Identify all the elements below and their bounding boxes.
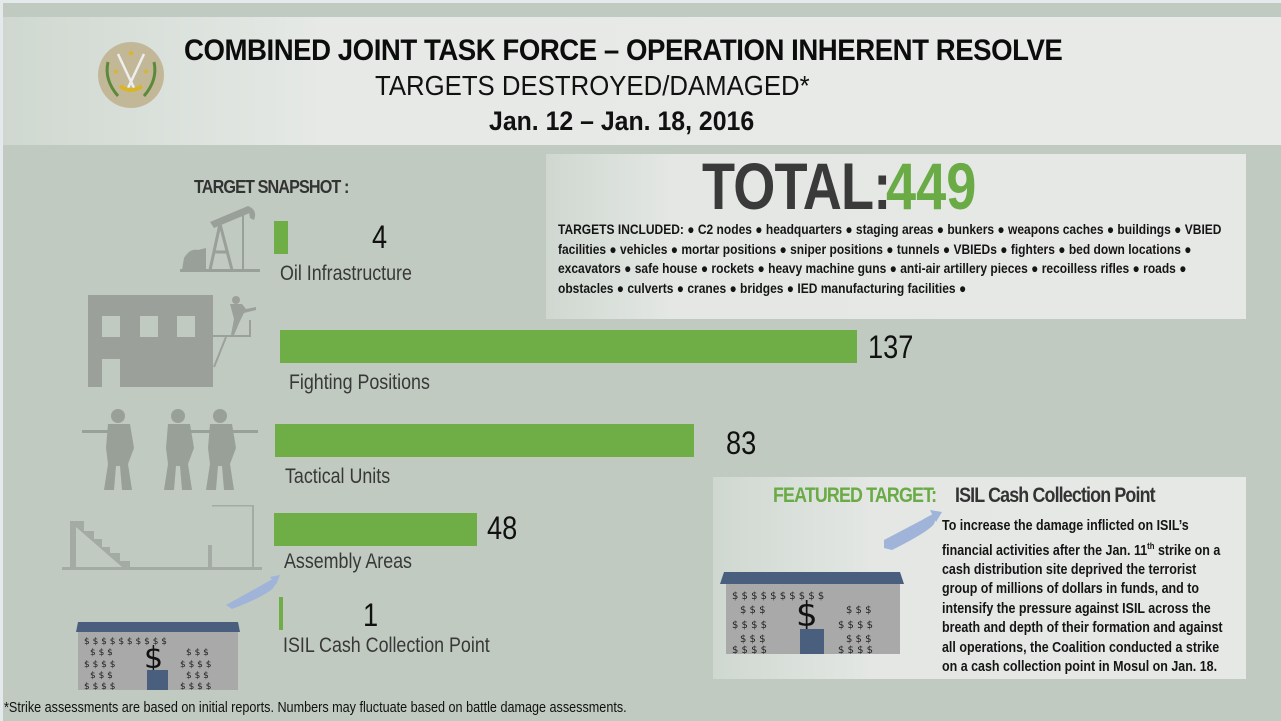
total-panel (546, 154, 1246, 319)
label-oil-infrastructure: Oil Infrastructure (280, 262, 412, 285)
page-title: COMBINED JOINT TASK FORCE – OPERATION IN… (184, 34, 1063, 67)
bar-cash-collection-point (279, 597, 283, 630)
label-cash-collection-point: ISIL Cash Collection Point (283, 634, 490, 657)
svg-text:$ $ $: $ $ $ (740, 605, 765, 616)
featured-text-part2: strike on a cash distribution site depri… (942, 542, 1223, 676)
featured-prefix: FEATURED TARGET: (773, 484, 937, 507)
header-banner (3, 17, 1281, 145)
svg-text:$ $ $ $: $ $ $ $ (838, 645, 873, 654)
date-range: Jan. 12 – Jan. 18, 2016 (489, 106, 755, 136)
featured-title: ISIL Cash Collection Point (955, 484, 1156, 507)
svg-text:$: $ (144, 641, 163, 676)
value-oil-infrastructure: 4 (372, 219, 388, 255)
svg-text:$ $ $ $: $ $ $ $ (84, 660, 116, 670)
snapshot-heading: TARGET SNAPSHOT : (194, 177, 349, 197)
svg-text:$ $ $ $: $ $ $ $ (838, 620, 873, 631)
svg-text:$ $ $ $: $ $ $ $ (84, 682, 116, 690)
bar-assembly-areas (274, 513, 477, 546)
oil-pump-icon (180, 206, 260, 272)
page-subtitle: TARGETS DESTROYED/DAMAGED* (375, 70, 810, 101)
targets-included-list: TARGETS INCLUDED: ● C2 nodes ● headquart… (558, 222, 1222, 296)
svg-text:$ $ $ $ $ $ $ $ $ $: $ $ $ $ $ $ $ $ $ $ (84, 637, 167, 647)
bomb-icon (226, 575, 280, 609)
featured-cash-building-icon: $ $ $ $ $ $ $ $ $ $ $ $ $ $ $ $ $ $ $ $ $ … (720, 572, 904, 654)
bar-tactical-units (275, 424, 694, 457)
svg-text:$ $ $: $ $ $ (846, 605, 871, 616)
total-label: TOTAL: (702, 149, 891, 223)
building-sniper-icon (88, 295, 256, 387)
svg-text:$ $ $: $ $ $ (186, 648, 209, 658)
svg-text:$ $ $: $ $ $ (846, 634, 871, 645)
cjtf-emblem-icon: ★ ★ ★ (98, 42, 164, 108)
value-fighting-positions: 137 (868, 329, 914, 365)
svg-text:★: ★ (127, 48, 135, 58)
value-assembly-areas: 48 (487, 510, 518, 546)
total-value: 449 (886, 149, 977, 223)
label-fighting-positions: Fighting Positions (289, 371, 430, 394)
bar-fighting-positions (280, 330, 857, 363)
svg-text:$ $ $: $ $ $ (90, 648, 113, 658)
label-tactical-units: Tactical Units (285, 465, 391, 488)
left-border (0, 0, 3, 721)
value-cash-collection-point: 1 (363, 597, 379, 633)
cash-building-icon: $ $ $ $ $ $ $ $ $ $ $ $ $ $ $ $ $ $ $ $ $ … (76, 622, 240, 690)
stairs-structure-icon (62, 505, 262, 570)
svg-text:$ $ $ $: $ $ $ $ (180, 660, 212, 670)
featured-text-superscript: th (1147, 540, 1155, 551)
featured-text-part1: To increase the damage inflicted on ISIL… (942, 518, 1189, 559)
svg-text:$ $ $: $ $ $ (90, 671, 113, 681)
featured-bomb-icon (884, 510, 942, 550)
svg-text:$: $ (796, 595, 818, 635)
svg-text:$ $ $ $: $ $ $ $ (180, 682, 212, 690)
soldiers-icon (82, 409, 258, 490)
featured-description: To increase the damage inflicted on ISIL… (942, 517, 1234, 678)
svg-text:$ $ $ $: $ $ $ $ (732, 645, 767, 654)
svg-text:$ $ $ $ $ $ $ $ $ $: $ $ $ $ $ $ $ $ $ $ (732, 591, 824, 602)
top-border (0, 0, 1281, 3)
svg-text:★: ★ (142, 67, 149, 76)
footnote: *Strike assessments are based on initial… (4, 700, 627, 716)
svg-text:$ $ $: $ $ $ (186, 671, 209, 681)
svg-text:$ $ $ $: $ $ $ $ (732, 620, 767, 631)
svg-text:$ $ $: $ $ $ (740, 634, 765, 645)
svg-text:★: ★ (112, 67, 119, 76)
label-assembly-areas: Assembly Areas (284, 550, 412, 573)
value-tactical-units: 83 (726, 425, 757, 461)
bar-oil-infrastructure (274, 221, 288, 254)
